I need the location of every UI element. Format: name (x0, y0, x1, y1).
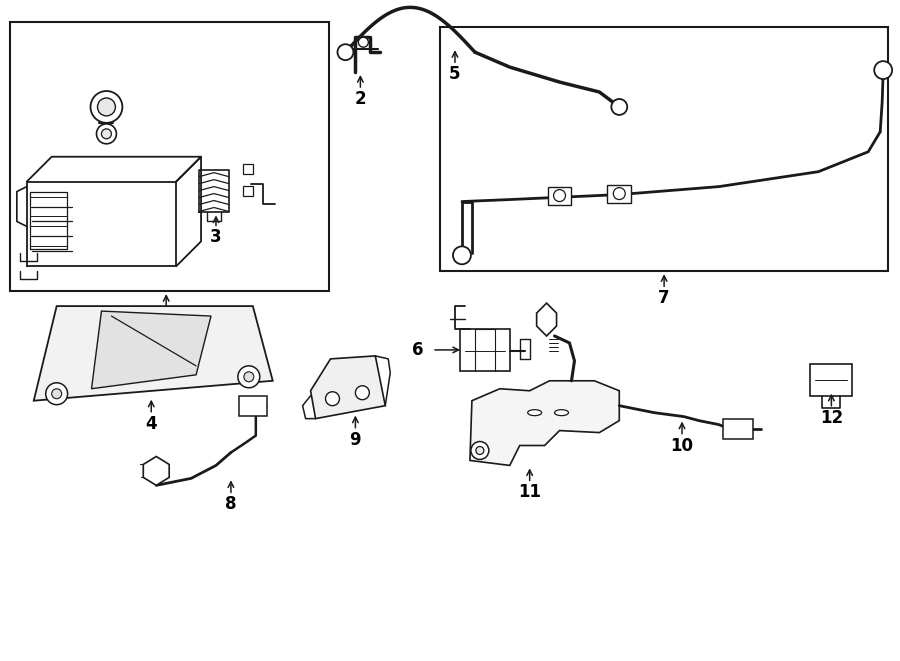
Circle shape (244, 372, 254, 382)
Circle shape (91, 91, 122, 123)
Text: 2: 2 (355, 90, 366, 108)
Text: 11: 11 (518, 483, 541, 501)
Text: 12: 12 (820, 408, 843, 426)
Circle shape (326, 392, 339, 406)
Circle shape (102, 129, 112, 139)
Text: 3: 3 (211, 229, 221, 247)
Circle shape (51, 389, 61, 399)
Bar (811, 364, 852, 396)
Circle shape (874, 61, 892, 79)
Text: 10: 10 (670, 436, 694, 455)
Circle shape (476, 447, 484, 455)
Circle shape (453, 247, 471, 264)
Bar (723, 418, 752, 438)
Bar (10, 22, 328, 291)
Circle shape (554, 190, 565, 202)
Polygon shape (310, 356, 385, 418)
Text: 9: 9 (349, 430, 361, 449)
Text: 1: 1 (160, 309, 172, 327)
Ellipse shape (554, 410, 569, 416)
Polygon shape (536, 303, 556, 336)
Ellipse shape (527, 410, 542, 416)
Text: 4: 4 (146, 414, 158, 432)
Polygon shape (470, 381, 619, 465)
Bar (547, 186, 572, 204)
Bar (238, 396, 266, 416)
Polygon shape (143, 457, 169, 485)
Circle shape (471, 442, 489, 459)
Bar (243, 164, 253, 174)
Bar (608, 184, 631, 202)
Polygon shape (92, 311, 211, 389)
Circle shape (97, 98, 115, 116)
Text: 7: 7 (658, 289, 670, 307)
Circle shape (356, 386, 369, 400)
Circle shape (238, 366, 260, 388)
Bar (440, 27, 888, 271)
Circle shape (338, 44, 354, 60)
Circle shape (96, 124, 116, 144)
Bar (460, 329, 509, 371)
Bar (243, 186, 253, 196)
Circle shape (46, 383, 68, 405)
Circle shape (611, 99, 627, 115)
Circle shape (613, 188, 626, 200)
Circle shape (358, 37, 368, 47)
Text: 8: 8 (225, 495, 237, 514)
Polygon shape (34, 306, 273, 401)
Text: 6: 6 (412, 341, 424, 359)
Text: 5: 5 (449, 65, 461, 83)
